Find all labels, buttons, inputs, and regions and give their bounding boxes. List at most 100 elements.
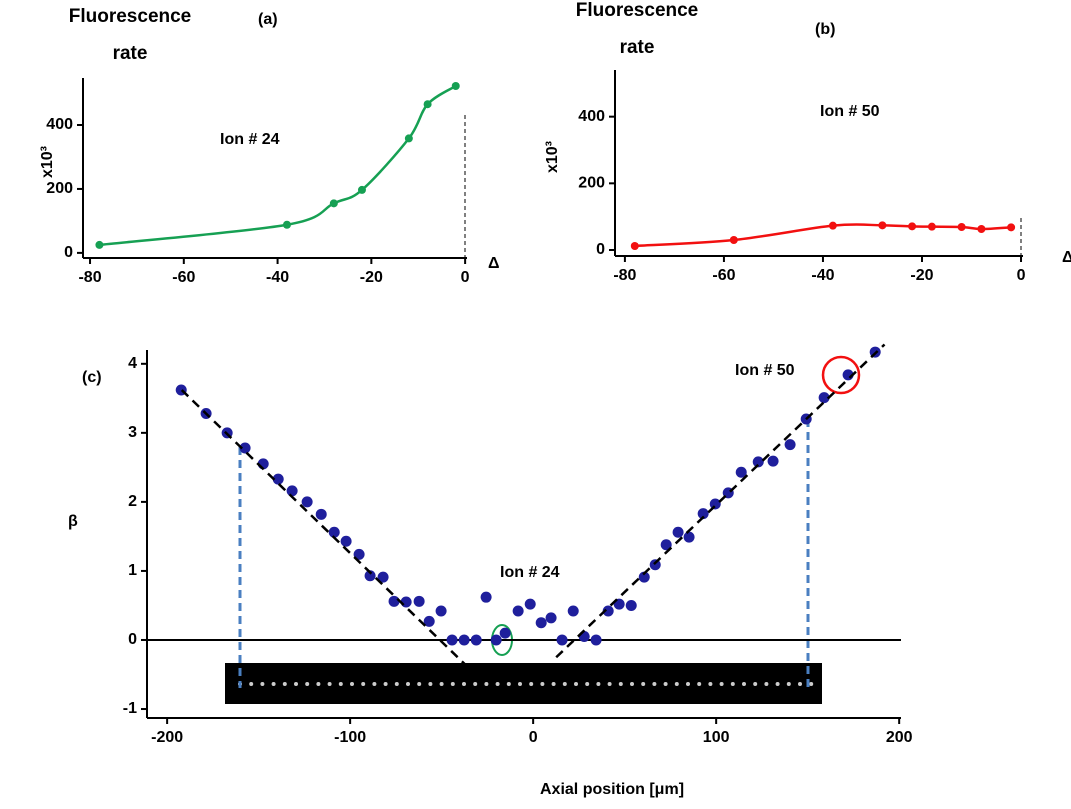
- ion-spot: [674, 682, 679, 686]
- data-point: [446, 634, 458, 646]
- data-point: [638, 571, 650, 583]
- x-tick-label: -20: [910, 267, 933, 284]
- ion-spot: [361, 682, 366, 686]
- ion-spot: [338, 682, 343, 686]
- data-point: [672, 526, 684, 538]
- data-point: [1007, 223, 1016, 232]
- annotation: Ion # 24: [500, 564, 560, 581]
- data-point: [329, 199, 338, 208]
- x-tick-label: -80: [613, 267, 636, 284]
- data-point: [567, 605, 579, 617]
- ion-spot: [394, 682, 399, 686]
- ion-spot: [798, 682, 802, 686]
- data-point: [357, 185, 366, 194]
- ion-spot: [663, 682, 668, 686]
- y-axis-label: Fluorescence rate: [68, 6, 192, 64]
- ion-spot: [730, 682, 735, 686]
- x-tick-label: 0: [1017, 267, 1026, 284]
- ion-spot: [249, 682, 254, 686]
- data-point: [729, 236, 738, 244]
- x-tick-label: -100: [334, 729, 366, 746]
- data-point: [828, 221, 837, 230]
- x-label: Δ: [1062, 249, 1071, 266]
- ion-spot: [406, 682, 410, 686]
- data-point: [423, 615, 435, 627]
- y-tick-label: 200: [46, 180, 73, 197]
- data-point: [328, 526, 340, 538]
- ion-spot: [372, 682, 377, 686]
- x-tick-label: 200: [886, 729, 913, 746]
- data-point: [660, 539, 672, 551]
- ion-spot: [708, 682, 713, 686]
- ion-spot: [764, 682, 769, 686]
- panel-label: (a): [258, 11, 278, 28]
- data-point: [490, 634, 502, 646]
- y-tick-label: -1: [123, 700, 137, 717]
- data-point: [480, 591, 492, 603]
- data-point: [340, 535, 352, 547]
- data-point: [282, 220, 291, 229]
- ion-spot: [753, 682, 758, 686]
- x-tick-label: -60: [712, 267, 735, 284]
- data-point: [697, 508, 709, 520]
- ion-spot: [786, 682, 791, 686]
- ion-spot: [562, 682, 567, 686]
- ion-spot: [282, 682, 287, 686]
- data-point: [535, 617, 547, 629]
- annotation: Ion # 50: [820, 103, 880, 120]
- data-point: [470, 634, 482, 646]
- y-tick-label: 1: [128, 562, 137, 579]
- data-point: [590, 634, 602, 646]
- ion-spot: [350, 682, 354, 686]
- data-point: [377, 571, 389, 583]
- ion-spot: [809, 682, 814, 686]
- ion-spot: [529, 682, 534, 686]
- x-tick-label: 100: [703, 729, 730, 746]
- data-point: [878, 221, 887, 230]
- ion-spot: [607, 682, 612, 686]
- y-tick-label: 2: [128, 493, 137, 510]
- x-tick-label: -200: [151, 729, 183, 746]
- y-tick-label: 3: [128, 424, 137, 441]
- x-tick-label: -80: [78, 269, 101, 286]
- data-point: [364, 570, 376, 582]
- data-point: [927, 222, 936, 231]
- ion-spot: [473, 682, 478, 686]
- ion-spot: [260, 682, 265, 686]
- data-point: [683, 531, 695, 543]
- data-point: [545, 612, 557, 624]
- ion-spot: [719, 682, 724, 686]
- data-point: [286, 485, 298, 497]
- ion-spot: [518, 682, 522, 686]
- data-point: [301, 496, 313, 508]
- fit-line: [555, 343, 886, 659]
- data-point: [404, 134, 413, 143]
- ion-spot: [551, 682, 556, 686]
- x-tick-label: -20: [360, 269, 383, 286]
- data-point: [524, 598, 536, 610]
- ion-spot: [417, 682, 422, 686]
- x-tick-label: -60: [172, 269, 195, 286]
- ion-spot: [686, 682, 690, 686]
- data-point: [767, 455, 779, 467]
- data-point: [630, 242, 639, 250]
- data-point: [388, 595, 400, 607]
- data-point: [625, 599, 637, 611]
- data-point: [957, 223, 966, 231]
- highlight-circle: [821, 355, 861, 395]
- ion-spot: [618, 682, 623, 686]
- data-point: [499, 627, 511, 639]
- data-point: [512, 605, 524, 617]
- panel-label: (b): [815, 21, 835, 38]
- ion-spot: [495, 682, 500, 686]
- x-tick-label: -40: [811, 267, 834, 284]
- ion-spot: [596, 682, 601, 686]
- ion-spots: [238, 682, 814, 686]
- data-point: [315, 508, 327, 520]
- y-multiplier: x10³: [39, 146, 56, 178]
- y-tick-label: 0: [128, 631, 137, 648]
- data-point: [602, 605, 614, 617]
- annotation: Ion # 24: [220, 131, 280, 148]
